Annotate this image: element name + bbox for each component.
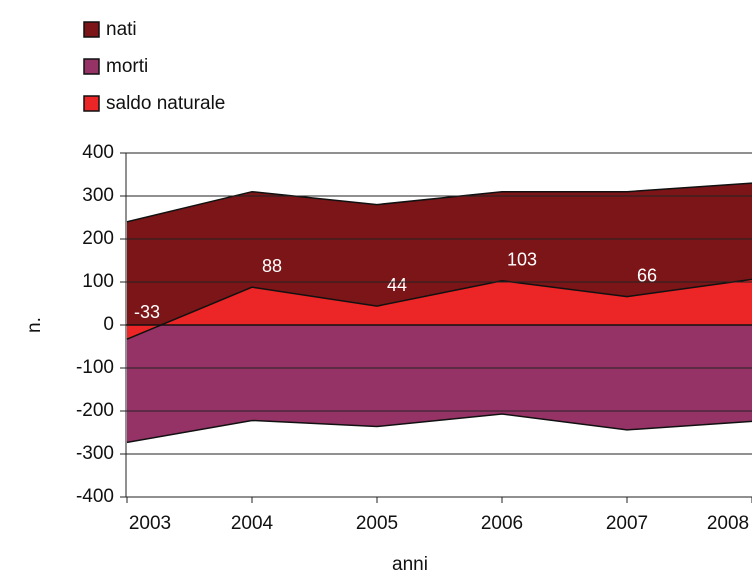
x-tick-label: 2004 — [231, 513, 274, 534]
data-label: 44 — [387, 275, 407, 295]
area — [127, 279, 752, 340]
area-line — [126, 182, 752, 223]
x-tick-label: 2005 — [356, 513, 398, 534]
data-label: 103 — [507, 249, 537, 269]
x-tick-label: 2007 — [606, 513, 648, 534]
y-tick-label: -100 — [76, 357, 114, 378]
data-label: 66 — [637, 265, 657, 285]
legend-label: nati — [106, 19, 137, 40]
x-tick-label: 2006 — [481, 513, 523, 534]
area — [127, 325, 752, 443]
data-label: 88 — [262, 256, 282, 276]
x-axis-label: anni — [392, 554, 428, 575]
y-tick-label: -400 — [76, 486, 114, 507]
y-tick-label: 200 — [82, 228, 114, 249]
y-axis-label: n. — [24, 317, 45, 333]
legend-label: morti — [106, 56, 148, 77]
plot-area: -33884410366106 — [126, 182, 752, 444]
x-tick-label: 2008 — [707, 513, 749, 534]
legend-swatch — [83, 21, 100, 38]
area-line — [126, 413, 752, 444]
area-line — [126, 278, 752, 340]
x-tick-label: 2003 — [129, 513, 171, 534]
y-tick-label: 0 — [103, 314, 114, 335]
y-tick-label: 300 — [82, 185, 114, 206]
legend-label: saldo naturale — [106, 93, 225, 114]
legend-swatch — [83, 58, 100, 75]
y-tick-label: -300 — [76, 443, 114, 464]
y-tick-label: 100 — [82, 271, 114, 292]
y-tick-label: -200 — [76, 400, 114, 421]
y-tick-label: 400 — [82, 142, 114, 163]
area — [127, 183, 752, 325]
data-label: -33 — [134, 302, 160, 322]
legend-swatch — [83, 95, 100, 112]
